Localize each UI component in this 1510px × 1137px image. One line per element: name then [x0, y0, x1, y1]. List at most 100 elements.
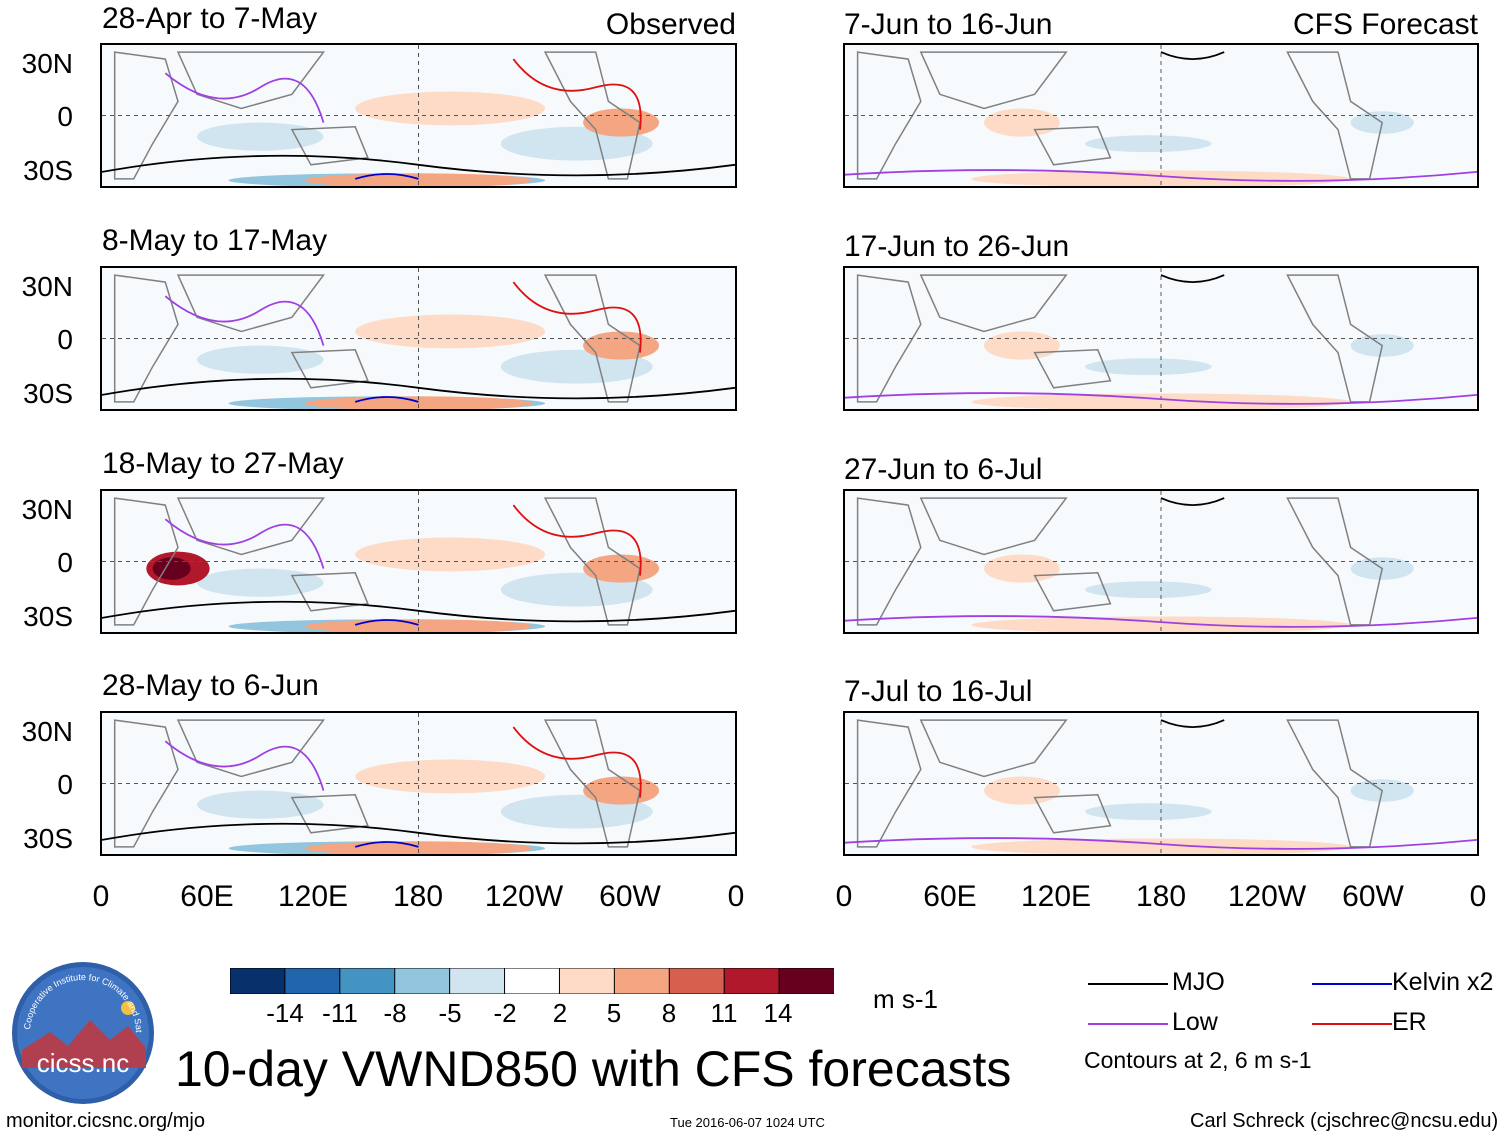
contour-line	[354, 173, 419, 180]
x-label: 0	[1469, 880, 1487, 913]
coastline	[1033, 572, 1112, 612]
colorbar-label: -11	[322, 998, 358, 1028]
y-label-30s: 30S	[23, 155, 73, 186]
observed-map-4	[100, 711, 737, 856]
contour-line	[102, 822, 735, 845]
y-label-eq: 0	[57, 324, 73, 355]
coastline	[543, 51, 641, 180]
x-label: 120W	[484, 880, 564, 913]
colorbar-swatch	[613, 967, 671, 995]
anomaly-shading	[971, 616, 1351, 632]
colorbar-swatch	[778, 967, 836, 995]
x-label: 0	[92, 880, 110, 913]
x-label: 60W	[1342, 880, 1404, 913]
y-label-30n: 30N	[21, 716, 73, 747]
legend-line-low	[1088, 1023, 1168, 1025]
contour-line	[512, 58, 642, 130]
anomaly-shading	[1085, 581, 1212, 599]
footer-url[interactable]: monitor.cicsnc.org/mjo	[6, 1110, 205, 1132]
figure-title: 10-day VWND850 with CFS forecasts	[175, 1041, 1012, 1097]
coastline	[113, 719, 179, 848]
map-layer	[102, 491, 735, 632]
anomaly-shading	[971, 838, 1351, 854]
forecast-panel-2-title: 17-Jun to 26-Jun	[844, 230, 1070, 263]
observed-map-3	[100, 489, 737, 634]
anomaly-shading	[583, 331, 660, 360]
anomaly-shading	[984, 108, 1060, 137]
x-label: 60E	[923, 880, 977, 913]
legend-label-kelvin: Kelvin x2	[1392, 968, 1494, 996]
map-layer	[102, 713, 735, 854]
colorbar-swatch	[504, 967, 561, 995]
colorbar-swatch	[229, 967, 286, 995]
coastline	[856, 719, 922, 848]
y-label-30n: 30N	[21, 48, 73, 79]
coastline	[856, 497, 922, 626]
y-label-30s: 30S	[23, 601, 73, 632]
y-label-30s: 30S	[23, 378, 73, 409]
contour-line	[164, 72, 325, 123]
cics-logo: Cooperative Institute for Climate and Sa…	[7, 952, 156, 1106]
forecast-map-1	[843, 43, 1479, 188]
coastline	[543, 274, 641, 403]
anomaly-shading	[984, 776, 1060, 805]
coastline	[176, 274, 325, 333]
coastline	[543, 497, 641, 626]
contour-line	[102, 600, 735, 623]
contour-line	[1160, 719, 1225, 728]
contour-line	[1160, 274, 1225, 283]
anomaly-shading	[196, 122, 324, 151]
colorbar-swatch	[449, 967, 506, 995]
legend-label-mjo: MJO	[1172, 968, 1225, 996]
footer-author: Carl Schreck (cjschrec@ncsu.edu)	[1190, 1110, 1499, 1132]
anomaly-shading	[583, 108, 660, 137]
coastline	[290, 794, 369, 834]
x-label: 0	[835, 880, 853, 913]
forecast-map-3	[843, 489, 1479, 634]
contour-line	[164, 518, 325, 569]
x-label: 180	[1135, 880, 1187, 913]
colorbar-swatch	[558, 967, 616, 995]
coastline	[290, 349, 369, 389]
observed-header: Observed	[605, 8, 736, 41]
colorbar-label: 2	[552, 998, 568, 1028]
map-layer	[845, 45, 1477, 186]
forecast-map-2	[843, 266, 1479, 411]
forecast-panel-4-title: 7-Jul to 16-Jul	[844, 675, 1033, 708]
legend-label-low: Low	[1172, 1008, 1218, 1036]
colorbar-label: -14	[266, 998, 304, 1028]
legend-label-er: ER	[1392, 1008, 1427, 1036]
x-label: 180	[392, 880, 444, 913]
x-label: 120E	[1020, 880, 1092, 913]
contour-line	[845, 615, 1477, 628]
colorbar-label: 11	[710, 998, 738, 1028]
contour-line	[354, 841, 419, 848]
colorbar-label: -5	[438, 998, 462, 1028]
logo-text: cicss.nc	[37, 1048, 129, 1078]
colorbar-label: -8	[383, 998, 407, 1028]
colorbar	[229, 967, 836, 995]
y-label-eq: 0	[57, 101, 73, 132]
colorbar-swatch	[284, 967, 341, 995]
anomaly-shading	[196, 790, 324, 819]
contour-line	[1160, 497, 1225, 506]
y-label-eq: 0	[57, 769, 73, 800]
x-label: 0	[727, 880, 745, 913]
contour-line	[102, 154, 735, 177]
map-layer	[102, 45, 735, 186]
colorbar-label: -2	[493, 998, 517, 1028]
forecast-panel-3-title: 27-Jun to 6-Jul	[844, 453, 1043, 486]
anomaly-shading	[355, 759, 546, 794]
coastline	[113, 274, 179, 403]
legend-line-kelvin	[1312, 983, 1392, 985]
contour-line	[354, 396, 419, 403]
observed-panel-3-title: 18-May to 27-May	[102, 447, 344, 480]
y-label-30n: 30N	[21, 271, 73, 302]
colorbar-swatch	[668, 967, 726, 995]
x-label: 120E	[277, 880, 349, 913]
map-layer	[845, 268, 1477, 409]
coastline	[1033, 794, 1112, 834]
anomaly-shading	[971, 393, 1351, 409]
colorbar-label: 8	[661, 998, 677, 1028]
colorbar-units: m s-1	[873, 984, 938, 1014]
